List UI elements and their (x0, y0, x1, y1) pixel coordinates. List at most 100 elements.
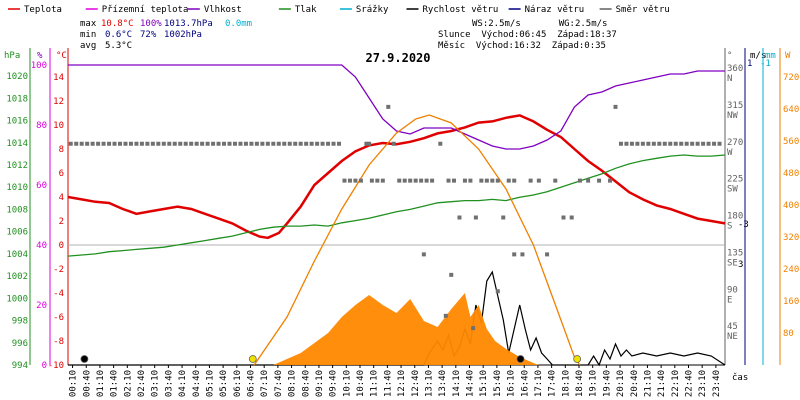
wind-dir-point-111 (613, 104, 618, 109)
x-tick-17: 08:40 (301, 370, 311, 397)
wind-dir-point-86 (561, 215, 566, 220)
wind-dir-point-113 (495, 289, 500, 294)
wind-dir-point-42 (298, 141, 303, 146)
wind-dir-point-107 (701, 141, 706, 146)
wind-dir-point-47 (326, 141, 331, 146)
wind-dir-point-59 (391, 141, 396, 146)
wind-dir-point-72 (468, 178, 473, 183)
press-tick-9: 1012 (6, 161, 28, 171)
dir-tick-5: 135 (727, 248, 743, 258)
solar-tick-3: 320 (783, 233, 799, 243)
stats-block: max 10.8°C 100% 1013.7hPa 0.0mm min 0.6°… (80, 19, 252, 51)
wind-dir-point-101 (668, 141, 673, 146)
x-tick-5: 02:40 (137, 370, 147, 397)
press-tick-12: 1018 (6, 94, 28, 104)
wind-dir-point-96 (640, 141, 645, 146)
x-tick-18: 09:10 (315, 370, 325, 397)
solar-tick-1: 160 (783, 297, 799, 307)
wind-dir-point-110 (717, 141, 722, 146)
wind-dir-point-81 (520, 252, 525, 257)
temp-tick-6: 2 (59, 217, 64, 227)
wind-dir-point-83 (536, 178, 541, 183)
x-tick-4: 02:10 (123, 370, 133, 397)
wind-dir-point-33 (249, 141, 254, 146)
wind-dir-point-62 (408, 178, 413, 183)
x-tick-42: 21:10 (643, 370, 653, 397)
x-tick-25: 12:40 (411, 370, 421, 397)
wind-dir-point-15 (150, 141, 155, 146)
wind-tick-2: 1 (747, 59, 752, 69)
wind-dir-point-28 (222, 141, 227, 146)
stats-min-hum: 72% (140, 30, 157, 40)
info-sun-line: Slunce Východ:06:45 Západ:18:37 (438, 30, 617, 40)
wind-dir-point-60 (397, 178, 402, 183)
chart-title: 27.9.2020 (365, 51, 430, 65)
wind-dir-point-116 (512, 252, 517, 257)
x-tick-1: 00:40 (82, 370, 92, 397)
legend-label-0: Teplota (24, 5, 62, 15)
temp-tick-11: 12 (53, 97, 64, 107)
press-tick-7: 1008 (6, 205, 28, 215)
dir-tick-4: SE (727, 258, 738, 268)
wind-dir-point-46 (320, 141, 325, 146)
press-tick-1: 996 (12, 339, 28, 349)
wind-dir-point-35 (260, 141, 265, 146)
dir-tick-1: 45 (727, 322, 738, 332)
wind-dir-point-68 (446, 178, 451, 183)
x-tick-22: 11:10 (370, 370, 380, 397)
wind-dir-point-76 (490, 178, 495, 183)
wind-dir-point-21 (183, 141, 188, 146)
temp-tick-10: 10 (53, 121, 64, 131)
temp-tick-5: 0 (59, 241, 64, 251)
wind-dir-point-112 (367, 141, 372, 146)
wind-dir-point-49 (337, 141, 342, 146)
wind-dir-point-16 (156, 141, 161, 146)
dir-tick-2: E (727, 295, 732, 305)
wind-dir-point-7 (107, 141, 112, 146)
solar-tick-8: 720 (783, 73, 799, 83)
wind-dir-point-69 (451, 178, 456, 183)
wind-dir-point-18 (167, 141, 172, 146)
x-tick-14: 07:10 (260, 370, 270, 397)
wind-dir-point-23 (194, 141, 199, 146)
x-tick-9: 04:40 (192, 370, 202, 397)
wind-dir-point-71 (462, 178, 467, 183)
wind-dir-point-63 (413, 178, 418, 183)
x-tick-36: 18:10 (561, 370, 571, 397)
legend-label-7: Směr větru (616, 5, 670, 15)
legend-label-3: Tlak (295, 5, 317, 15)
wind-dir-point-73 (473, 215, 478, 220)
wind-dir-point-17 (161, 141, 166, 146)
temp-tick-4: -2 (53, 265, 64, 275)
wind-dir-point-85 (553, 178, 558, 183)
x-tick-19: 09:40 (329, 370, 339, 397)
x-tick-28: 14:10 (452, 370, 462, 397)
wind-dir-point-67 (438, 141, 443, 146)
dir-tick-11: 270 (727, 138, 743, 148)
wind-dir-point-93 (624, 141, 629, 146)
dir-tick-12: NW (727, 111, 738, 121)
x-tick-21: 10:40 (356, 370, 366, 397)
wind-tick-0: -3 (738, 220, 749, 230)
x-tick-6: 03:10 (151, 370, 161, 397)
wind-dir-point-1 (74, 141, 79, 146)
x-tick-0: 00:10 (69, 370, 79, 397)
series-5 (273, 293, 539, 365)
wind-dir-point-13 (139, 141, 144, 146)
wind-dir-point-108 (706, 141, 711, 146)
press-tick-5: 1004 (6, 250, 28, 260)
wind-dir-point-10 (123, 141, 128, 146)
wind-dir-point-54 (364, 141, 369, 146)
wind-dir-point-104 (684, 141, 689, 146)
wind-dir-point-25 (205, 141, 210, 146)
wind-dir-point-34 (254, 141, 259, 146)
unit-ms: m/s (750, 51, 766, 61)
dir-tick-15: 360 (727, 64, 743, 74)
legend-label-5: Rychlost větru (422, 5, 498, 15)
x-tick-8: 04:10 (178, 370, 188, 397)
x-axis-label: čas (732, 372, 748, 383)
hum-tick-4: 80 (36, 121, 47, 131)
wind-dir-point-91 (608, 178, 613, 183)
wind-dir-point-88 (577, 178, 582, 183)
wind-dir-point-14 (145, 141, 150, 146)
